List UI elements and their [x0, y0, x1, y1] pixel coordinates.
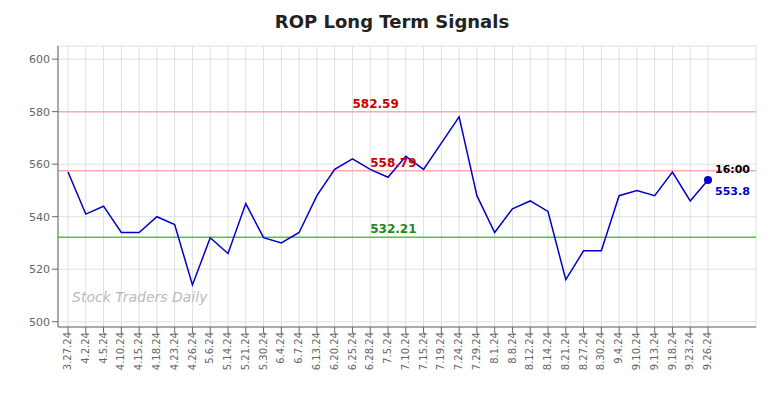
svg-text:6.13.24: 6.13.24: [311, 332, 322, 370]
svg-text:7.10.24: 7.10.24: [400, 332, 411, 370]
svg-text:16:00: 16:00: [715, 163, 750, 176]
svg-text:6.7.24: 6.7.24: [293, 332, 304, 364]
svg-text:8.12.24: 8.12.24: [524, 332, 535, 370]
svg-text:9.18.24: 9.18.24: [667, 332, 678, 370]
svg-text:9.4.24: 9.4.24: [613, 332, 624, 364]
svg-text:8.27.24: 8.27.24: [578, 332, 589, 370]
svg-text:7.19.24: 7.19.24: [435, 332, 446, 370]
svg-text:558.79: 558.79: [370, 156, 416, 170]
svg-text:7.24.24: 7.24.24: [453, 332, 464, 370]
svg-text:6.28.24: 6.28.24: [364, 332, 375, 370]
svg-text:560: 560: [29, 158, 50, 171]
svg-text:9.13.24: 9.13.24: [649, 332, 660, 370]
svg-text:8.30.24: 8.30.24: [595, 332, 606, 370]
svg-text:4.15.24: 4.15.24: [133, 332, 144, 370]
svg-text:4.10.24: 4.10.24: [115, 332, 126, 370]
svg-text:520: 520: [29, 263, 50, 276]
svg-text:553.8: 553.8: [715, 185, 750, 198]
svg-text:7.29.24: 7.29.24: [471, 332, 482, 370]
svg-text:7.15.24: 7.15.24: [418, 332, 429, 370]
svg-text:5.30.24: 5.30.24: [258, 332, 269, 370]
svg-text:3.27.24: 3.27.24: [62, 332, 73, 370]
svg-text:6.25.24: 6.25.24: [347, 332, 358, 370]
svg-text:4.2.24: 4.2.24: [80, 332, 91, 364]
svg-text:4.23.24: 4.23.24: [169, 332, 180, 370]
html-text:Stock Traders Daily: Stock Traders Daily: [72, 289, 208, 305]
html-text:ROP Long Term Signals: ROP Long Term Signals: [274, 11, 510, 32]
svg-text:500: 500: [29, 316, 50, 329]
svg-text:5.21.24: 5.21.24: [240, 332, 251, 370]
svg-text:4.5.24: 4.5.24: [98, 332, 109, 364]
svg-text:532.21: 532.21: [370, 222, 416, 236]
svg-text:540: 540: [29, 211, 50, 224]
svg-text:8.21.24: 8.21.24: [560, 332, 571, 370]
svg-text:8.1.24: 8.1.24: [489, 332, 500, 364]
svg-text:8.14.24: 8.14.24: [542, 332, 553, 370]
svg-text:5.6.24: 5.6.24: [204, 332, 215, 364]
svg-text:4.18.24: 4.18.24: [151, 332, 162, 370]
svg-text:5.14.24: 5.14.24: [222, 332, 233, 370]
svg-text:6.20.24: 6.20.24: [329, 332, 340, 370]
svg-text:4.26.24: 4.26.24: [187, 332, 198, 370]
svg-text:600: 600: [29, 53, 50, 66]
svg-text:582.59: 582.59: [352, 97, 398, 111]
svg-text:6.4.24: 6.4.24: [275, 332, 286, 364]
svg-text:9.26.24: 9.26.24: [702, 332, 713, 370]
svg-text:9.23.24: 9.23.24: [684, 332, 695, 370]
svg-text:7.5.24: 7.5.24: [382, 332, 393, 364]
svg-text:9.10.24: 9.10.24: [631, 332, 642, 370]
svg-text:8.8.24: 8.8.24: [507, 332, 518, 364]
svg-text:580: 580: [29, 106, 50, 119]
